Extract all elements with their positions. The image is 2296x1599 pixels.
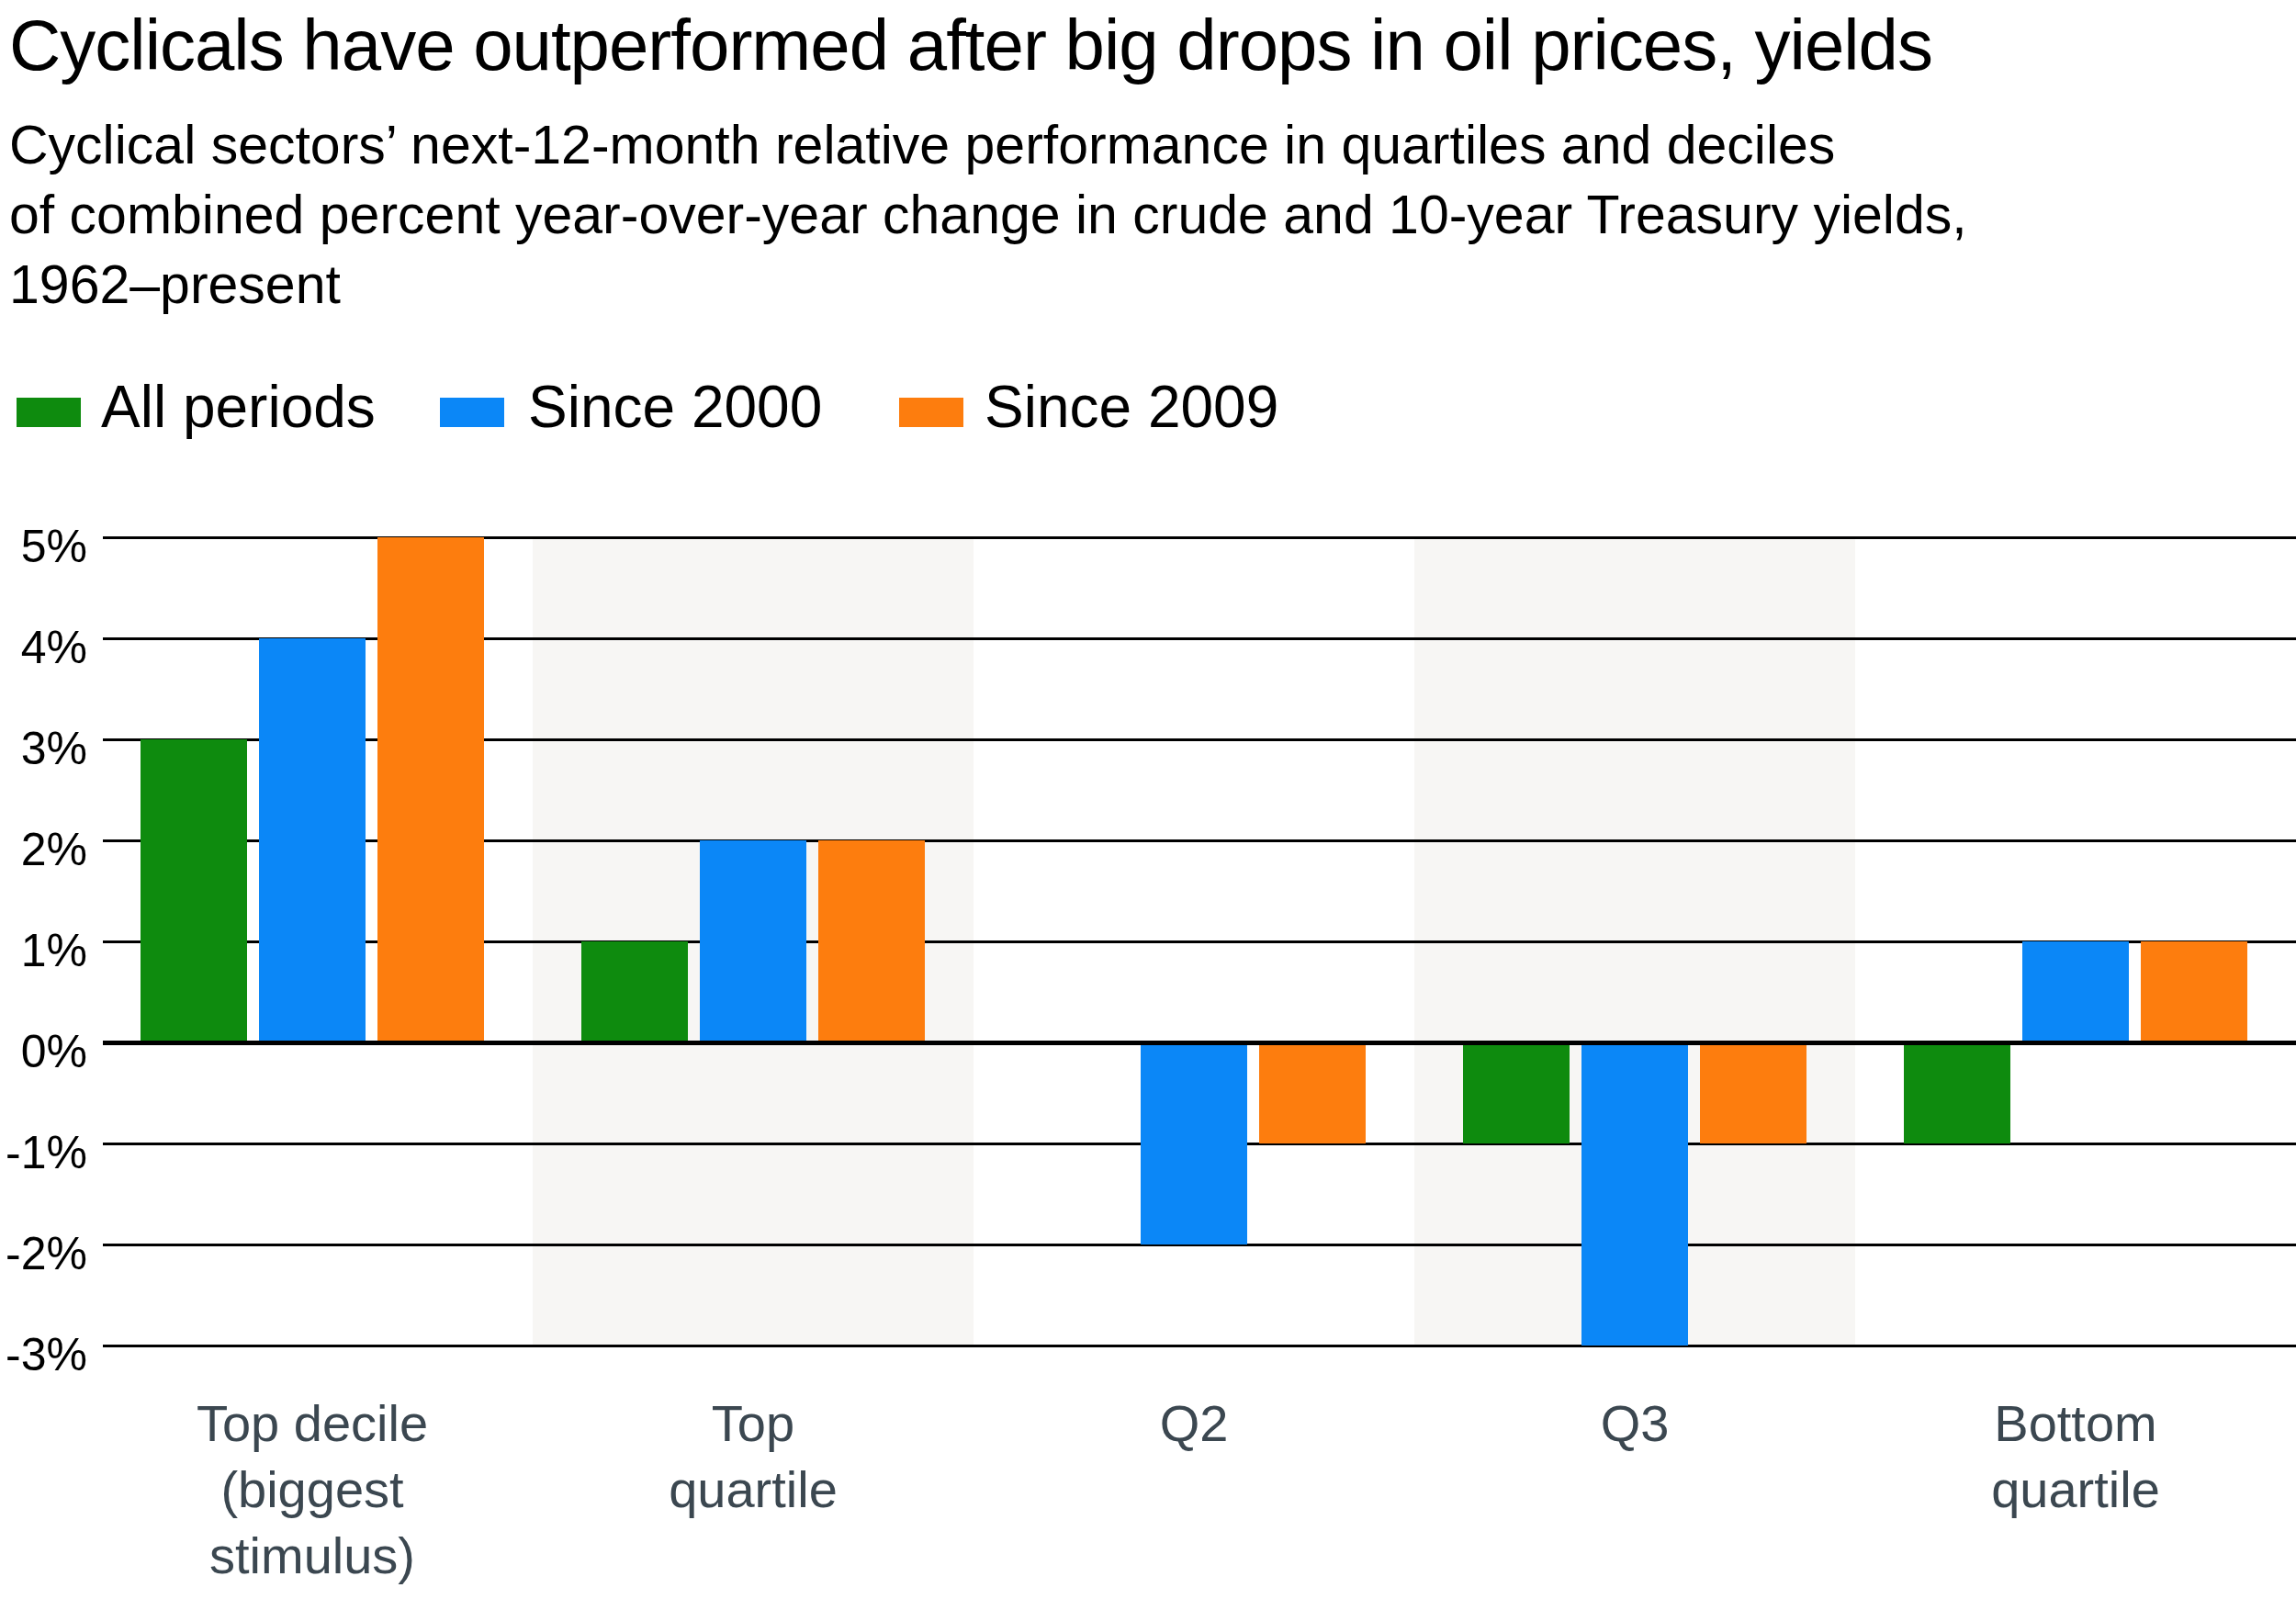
x-axis-category-label: Q2: [974, 1391, 1414, 1457]
chart-title: Cyclicals have outperformed after big dr…: [9, 4, 1932, 87]
zero-gridline: [103, 1041, 2296, 1045]
bar-all-periods: [1463, 1042, 1570, 1143]
bar-since-2000: [1141, 1042, 1247, 1244]
bar-since-2000: [1581, 1042, 1688, 1346]
y-axis-tick-label: -1%: [0, 1129, 87, 1177]
bar-since-2000: [700, 840, 806, 1042]
x-axis-category-label: Bottom quartile: [1855, 1391, 2296, 1523]
bar-all-periods: [581, 941, 688, 1042]
bar-all-periods: [141, 739, 247, 1042]
bar-since-2000: [259, 638, 366, 1042]
y-axis-tick-label: -3%: [0, 1331, 87, 1379]
y-axis-tick-label: 2%: [0, 826, 87, 873]
y-axis-tick-label: 1%: [0, 927, 87, 974]
y-axis-tick-label: -2%: [0, 1230, 87, 1278]
x-axis-category-label: Top decile (biggest stimulus): [92, 1391, 533, 1589]
bar-since-2009: [1700, 1042, 1806, 1143]
legend-swatch-since-2000: [440, 398, 504, 427]
y-axis-tick-label: 5%: [0, 523, 87, 570]
bar-since-2009: [1259, 1042, 1366, 1143]
legend-label: Since 2000: [528, 374, 822, 440]
y-axis-tick-label: 3%: [0, 725, 87, 772]
legend-swatch-since-2009: [899, 398, 963, 427]
bar-all-periods: [1904, 1042, 2010, 1143]
x-axis-category-label: Q3: [1414, 1391, 1855, 1457]
legend-swatch-all-periods: [17, 398, 81, 427]
bar-since-2009: [2141, 941, 2247, 1042]
bar-since-2000: [2022, 941, 2129, 1042]
x-axis-category-label: Top quartile: [533, 1391, 974, 1523]
y-axis-tick-label: 0%: [0, 1028, 87, 1075]
gridline: [103, 1345, 2296, 1347]
chart-subtitle: Cyclical sectors’ next-12-month relative…: [9, 110, 1967, 320]
y-axis-tick-label: 4%: [0, 624, 87, 671]
legend-label: All periods: [101, 374, 376, 440]
chart-canvas: Cyclicals have outperformed after big dr…: [0, 0, 2296, 1599]
legend-label: Since 2009: [985, 374, 1278, 440]
bar-since-2009: [377, 537, 484, 1042]
bar-since-2009: [818, 840, 925, 1042]
